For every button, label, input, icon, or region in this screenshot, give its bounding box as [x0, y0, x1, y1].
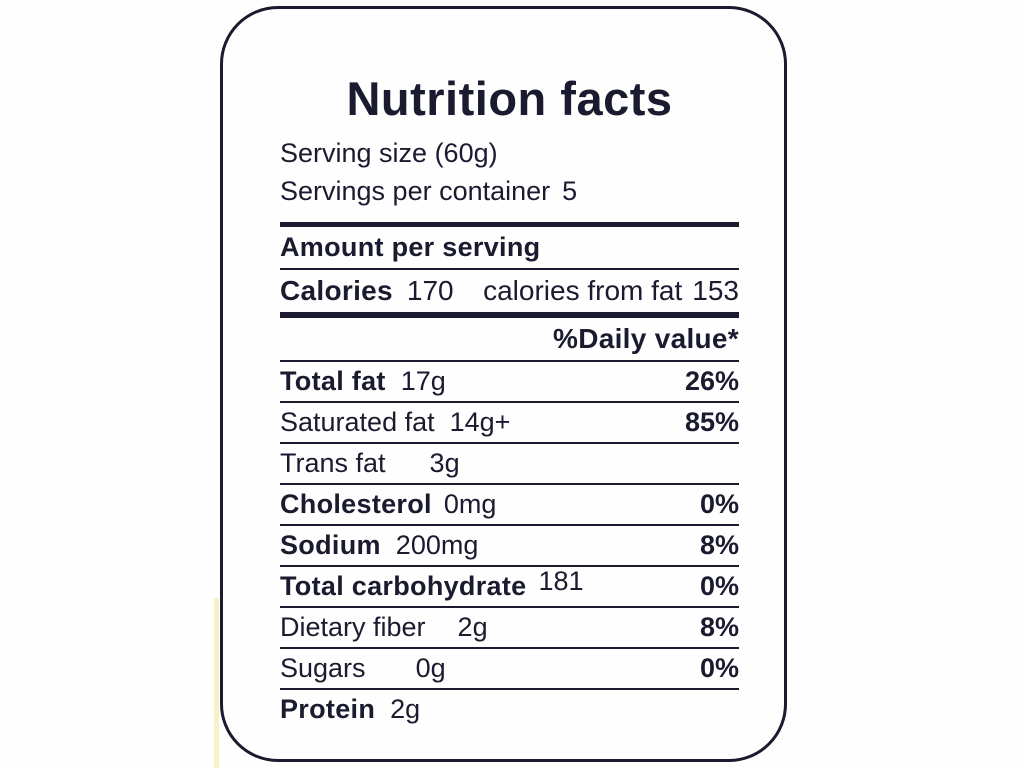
- servings-per-container-label: Servings per container: [280, 176, 551, 206]
- nutrient-amount: 17g: [400, 366, 446, 396]
- nutrient-daily-value: 0%: [699, 571, 739, 601]
- calories-from-fat-value: 153: [692, 275, 739, 306]
- nutrient-row-dietary-fiber: Dietary fiber 2g 8%: [280, 608, 739, 647]
- divider-thin: [280, 442, 739, 444]
- divider-thin: [280, 606, 739, 608]
- divider-thin: [280, 483, 739, 485]
- nutrient-amount: 0g: [415, 653, 446, 683]
- nutrient-row-cholesterol: Cholesterol 0mg 0%: [280, 485, 739, 524]
- calories-label: Calories: [280, 275, 393, 306]
- nutrient-name: Cholesterol: [280, 489, 432, 519]
- divider-thin: [280, 565, 739, 567]
- nutrient-name: Sodium: [280, 530, 381, 560]
- calories-from-fat-label: calories from fat: [483, 275, 683, 306]
- nutrient-row-protein: Protein 2g: [280, 690, 739, 729]
- nutrient-name: Sugars: [280, 653, 366, 683]
- nutrition-label-card: Nutrition facts Serving size (60g) Servi…: [220, 6, 787, 762]
- serving-size-line: Serving size (60g): [280, 138, 498, 168]
- nutrient-amount: 0mg: [443, 489, 497, 519]
- daily-value-heading: %Daily value*: [553, 323, 739, 354]
- nutrient-daily-value: 0%: [699, 489, 739, 519]
- divider-thick-calories: [280, 312, 739, 318]
- nutrient-name: Protein: [280, 694, 376, 724]
- nutrient-name: Total fat: [280, 366, 386, 396]
- nutrient-daily-value: 8%: [699, 530, 739, 560]
- nutrient-daily-value: 85%: [684, 407, 739, 437]
- servings-per-container-value: 5: [562, 176, 578, 206]
- nutrient-amount: 181: [538, 566, 584, 596]
- nutrient-daily-value: 26%: [684, 366, 739, 396]
- divider-thin: [280, 647, 739, 649]
- nutrient-daily-value: 8%: [699, 612, 739, 642]
- servings-per-container-line: Servings per container 5: [280, 172, 739, 210]
- amount-per-serving-heading: Amount per serving: [280, 232, 541, 262]
- nutrient-name: Trans fat: [280, 448, 386, 478]
- nutrient-amount: 2g: [390, 694, 421, 724]
- nutrient-amount: 200mg: [395, 530, 479, 560]
- divider-thin: [280, 401, 739, 403]
- divider-thin: [280, 268, 739, 270]
- divider-thin: [280, 360, 739, 362]
- nutrient-row-total-carbohydrate: Total carbohydrate 181 0%: [280, 566, 739, 606]
- scan-artifact-streak: [214, 598, 219, 768]
- nutrient-amount: 14g+: [449, 407, 511, 437]
- nutrient-name: Total carbohydrate: [280, 571, 527, 601]
- divider-thin: [280, 688, 739, 690]
- nutrient-amount: 3g: [429, 448, 460, 478]
- nutrient-row-sodium: Sodium 200mg 8%: [280, 526, 739, 565]
- nutrient-row-sugars: Sugars 0g 0%: [280, 649, 739, 688]
- nutrient-amount: 2g: [457, 612, 488, 642]
- nutrition-facts-title: Nutrition facts: [346, 72, 673, 125]
- nutrient-daily-value: 0%: [699, 653, 739, 683]
- nutrient-name: Saturated fat: [280, 407, 435, 437]
- calories-row: Calories 170 calories from fat 153: [280, 270, 739, 312]
- nutrient-row-saturated-fat: Saturated fat 14g+ 85%: [280, 403, 739, 442]
- calories-value: 170: [406, 275, 454, 306]
- nutrient-name: Dietary fiber: [280, 612, 426, 642]
- nutrient-row-total-fat: Total fat 17g 26%: [280, 362, 739, 401]
- nutrient-row-trans-fat: Trans fat 3g: [280, 444, 739, 483]
- divider-thin: [280, 524, 739, 526]
- divider-thick-top: [280, 222, 739, 227]
